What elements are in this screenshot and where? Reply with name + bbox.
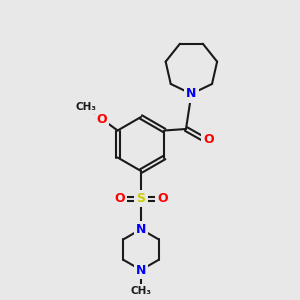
Text: CH₃: CH₃ (75, 102, 96, 112)
Text: O: O (97, 112, 107, 126)
Text: S: S (136, 192, 146, 205)
Text: CH₃: CH₃ (130, 286, 152, 296)
Text: O: O (157, 192, 168, 205)
Text: N: N (136, 263, 146, 277)
Text: O: O (203, 133, 214, 146)
Text: O: O (114, 192, 125, 205)
Text: N: N (136, 223, 146, 236)
Text: N: N (186, 87, 197, 101)
